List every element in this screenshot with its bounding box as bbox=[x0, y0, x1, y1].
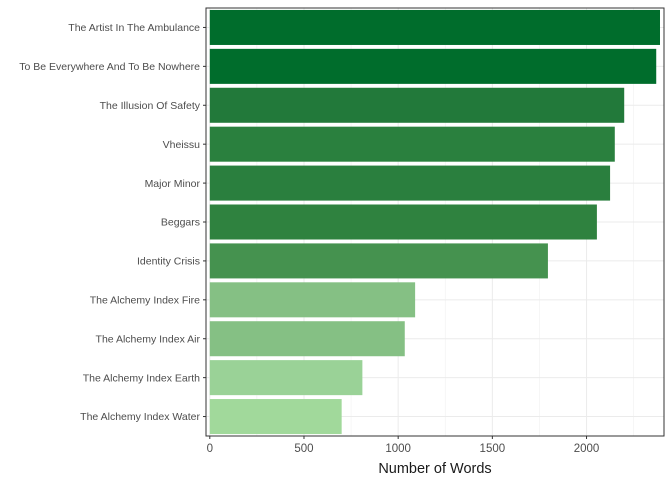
category-label: The Illusion Of Safety bbox=[100, 100, 201, 112]
bar bbox=[209, 87, 625, 123]
category-label: The Alchemy Index Earth bbox=[83, 372, 200, 384]
category-label: To Be Everywhere And To Be Nowhere bbox=[19, 61, 200, 73]
bar bbox=[209, 9, 661, 45]
x-tick-label: 500 bbox=[294, 443, 313, 455]
axes-layer: The Artist In The Ambulance To Be Everywh… bbox=[19, 7, 665, 455]
bars-layer bbox=[209, 9, 661, 435]
bar bbox=[209, 126, 615, 162]
x-tick-label: 1500 bbox=[480, 443, 506, 455]
x-tick-label: 2000 bbox=[574, 443, 600, 455]
bar bbox=[209, 204, 597, 240]
bar bbox=[209, 399, 342, 435]
category-label: Identity Crisis bbox=[137, 256, 200, 268]
x-tick-label: 0 bbox=[207, 443, 213, 455]
bar bbox=[209, 321, 405, 357]
x-axis-title: Number of Words bbox=[378, 461, 491, 477]
category-label: Vheissu bbox=[163, 139, 201, 151]
bar bbox=[209, 243, 548, 279]
category-label: The Artist In The Ambulance bbox=[68, 22, 200, 34]
category-label: The Alchemy Index Air bbox=[96, 333, 201, 345]
category-label: The Alchemy Index Water bbox=[80, 411, 200, 423]
bar bbox=[209, 282, 416, 318]
category-label: The Alchemy Index Fire bbox=[90, 295, 200, 307]
bar bbox=[209, 360, 363, 396]
x-tick-label: 1000 bbox=[385, 443, 411, 455]
bar bbox=[209, 48, 657, 84]
category-label: Major Minor bbox=[145, 178, 201, 190]
bar bbox=[209, 165, 611, 201]
category-label: Beggars bbox=[161, 217, 200, 229]
